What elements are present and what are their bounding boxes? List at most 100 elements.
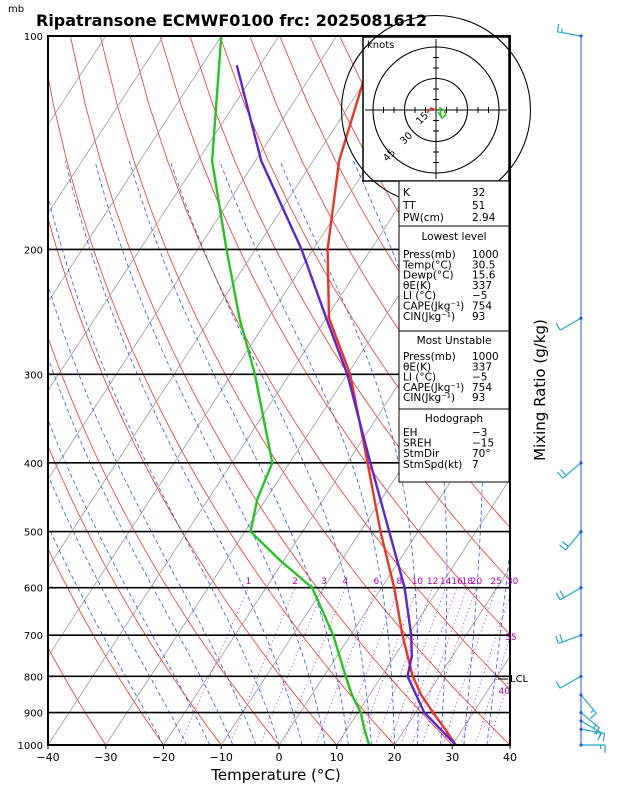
mixing-ratio-line	[374, 587, 433, 745]
moist-adiabat	[48, 418, 211, 745]
profile-line-dewpoint	[210, 36, 371, 745]
mixing-ratio-label: 14	[440, 577, 452, 587]
index-row-value: 15.6	[472, 270, 496, 282]
mixing-ratio-line	[259, 587, 325, 745]
index-row-label: θE(K)	[403, 280, 431, 292]
index-row-label: EH	[403, 427, 418, 439]
dry-adiabat	[189, 36, 510, 582]
dry-adiabat	[219, 36, 510, 529]
x-axis-label: Temperature (°C)	[210, 766, 340, 784]
wind-barb-staff	[559, 675, 582, 689]
temperature-tick-label: 20	[388, 751, 402, 764]
pressure-tick-label: 600	[24, 584, 43, 595]
index-row-label: StmSpd(kt)	[403, 459, 462, 471]
index-row-label: Press(mb)	[403, 351, 456, 363]
temperature-tick-label: 0	[276, 751, 283, 764]
pressure-tick-label: 300	[24, 370, 43, 381]
wind-level-marker	[579, 727, 583, 731]
wind-level-marker	[579, 743, 583, 747]
moist-adiabat	[128, 160, 349, 745]
isotherm	[163, 212, 510, 745]
wind-level-marker	[579, 633, 583, 637]
pressure-tick-label: 500	[24, 528, 43, 539]
wind-level-marker	[579, 461, 583, 465]
isotherm	[394, 567, 510, 745]
wind-barb-flag	[555, 681, 561, 689]
dry-adiabat	[249, 36, 510, 476]
wind-barb-flag	[557, 471, 564, 479]
hodograph-units: knots	[367, 40, 394, 51]
mixing-ratio-label: 16	[451, 577, 463, 587]
wind-level-marker	[579, 34, 583, 38]
index-row-label: Temp(°C)	[402, 259, 452, 271]
mixing-ratio-label: 6	[374, 577, 380, 587]
hodograph-title: Hodograph	[425, 413, 483, 425]
k-index-label: K	[403, 187, 411, 199]
index-row-value: −5	[472, 372, 487, 384]
isotherm	[48, 36, 280, 392]
mixing-ratio-label: 12	[427, 577, 438, 587]
dry-adiabat	[129, 36, 510, 690]
wind-barb-flag	[593, 727, 600, 735]
most-unstable-title: Most Unstable	[417, 335, 492, 347]
chart-title: Ripatransone ECMWF0100 frc: 2025081612	[36, 11, 427, 30]
wind-barb-staff	[559, 317, 582, 331]
wind-barb-flag	[555, 322, 561, 331]
pressure-tick-label: 400	[24, 459, 43, 470]
index-row-label: Press(mb)	[403, 249, 456, 261]
index-row-label: StmDir	[403, 448, 440, 460]
isotherm	[48, 36, 107, 126]
index-row-label: LI (°C)	[403, 372, 436, 384]
dry-adiabat	[48, 74, 395, 745]
isotherm	[509, 744, 510, 745]
index-row-label: CAPE(Jkg⁻¹)	[403, 301, 464, 313]
wind-barb-flag	[560, 468, 567, 476]
index-row-value: 70°	[472, 448, 491, 460]
hodograph-rows: EH −3 SREH −15 StmDir 70° StmSpd(kt) 7	[403, 427, 494, 471]
dry-adiabat	[99, 36, 510, 745]
pressure-tick-label: 700	[24, 631, 43, 642]
index-row-value: 754	[472, 301, 492, 313]
index-row-label: Dewp(°C)	[403, 270, 454, 282]
wind-barb-flag	[597, 732, 603, 741]
mixing-ratio-label: 20	[471, 577, 483, 587]
wind-barb-flag	[602, 733, 606, 742]
pressure-tick-label: 100	[24, 32, 43, 43]
mixing-ratio-label: 2	[292, 577, 298, 587]
index-table: K 32 TT 51 PW(cm) 2.94 Lowest level Pres…	[398, 180, 510, 483]
dry-adiabat	[159, 36, 510, 636]
wind-barb-flag	[556, 23, 560, 32]
most-unstable-rows: Press(mb) 1000 θE(K) 337 LI (°C) −5 CAPE(Jkg⁻¹…	[403, 351, 499, 404]
index-row-label: LI (°C)	[403, 290, 436, 302]
wind-barb-flag	[559, 544, 566, 551]
temperature-tick-label: −30	[94, 751, 117, 764]
wind-barb-half-flag	[590, 709, 595, 714]
index-row-value: 1000	[472, 351, 499, 363]
moist-adiabat	[169, 160, 372, 745]
index-row-value: 1000	[472, 249, 499, 261]
wind-barb-flag	[555, 592, 561, 601]
isotherm	[48, 36, 164, 214]
hodograph-storm-motion	[426, 107, 437, 114]
wind-barb-staff	[565, 531, 582, 551]
mixing-ratio-line	[475, 636, 510, 745]
wind-level-marker	[579, 710, 583, 715]
moist-adiabat	[48, 356, 234, 745]
wind-barb-flag	[555, 635, 560, 644]
wind-barb-staff	[558, 634, 582, 644]
hodograph-trace	[437, 106, 447, 120]
mixing-ratio-label: 18	[462, 577, 474, 587]
mixing-ratio-line	[179, 587, 249, 745]
wind-barb-staff	[557, 31, 582, 37]
tt-index-label: TT	[402, 200, 416, 212]
pressure-tick-label: 800	[24, 672, 43, 683]
dry-adiabat	[48, 646, 107, 745]
wind-barb-staff	[580, 712, 600, 729]
wind-barb-staff	[559, 587, 582, 601]
mixing-ratio-label: 3	[321, 577, 327, 587]
wind-barb-half-flag	[595, 730, 599, 735]
wind-barb-flag	[559, 590, 565, 598]
